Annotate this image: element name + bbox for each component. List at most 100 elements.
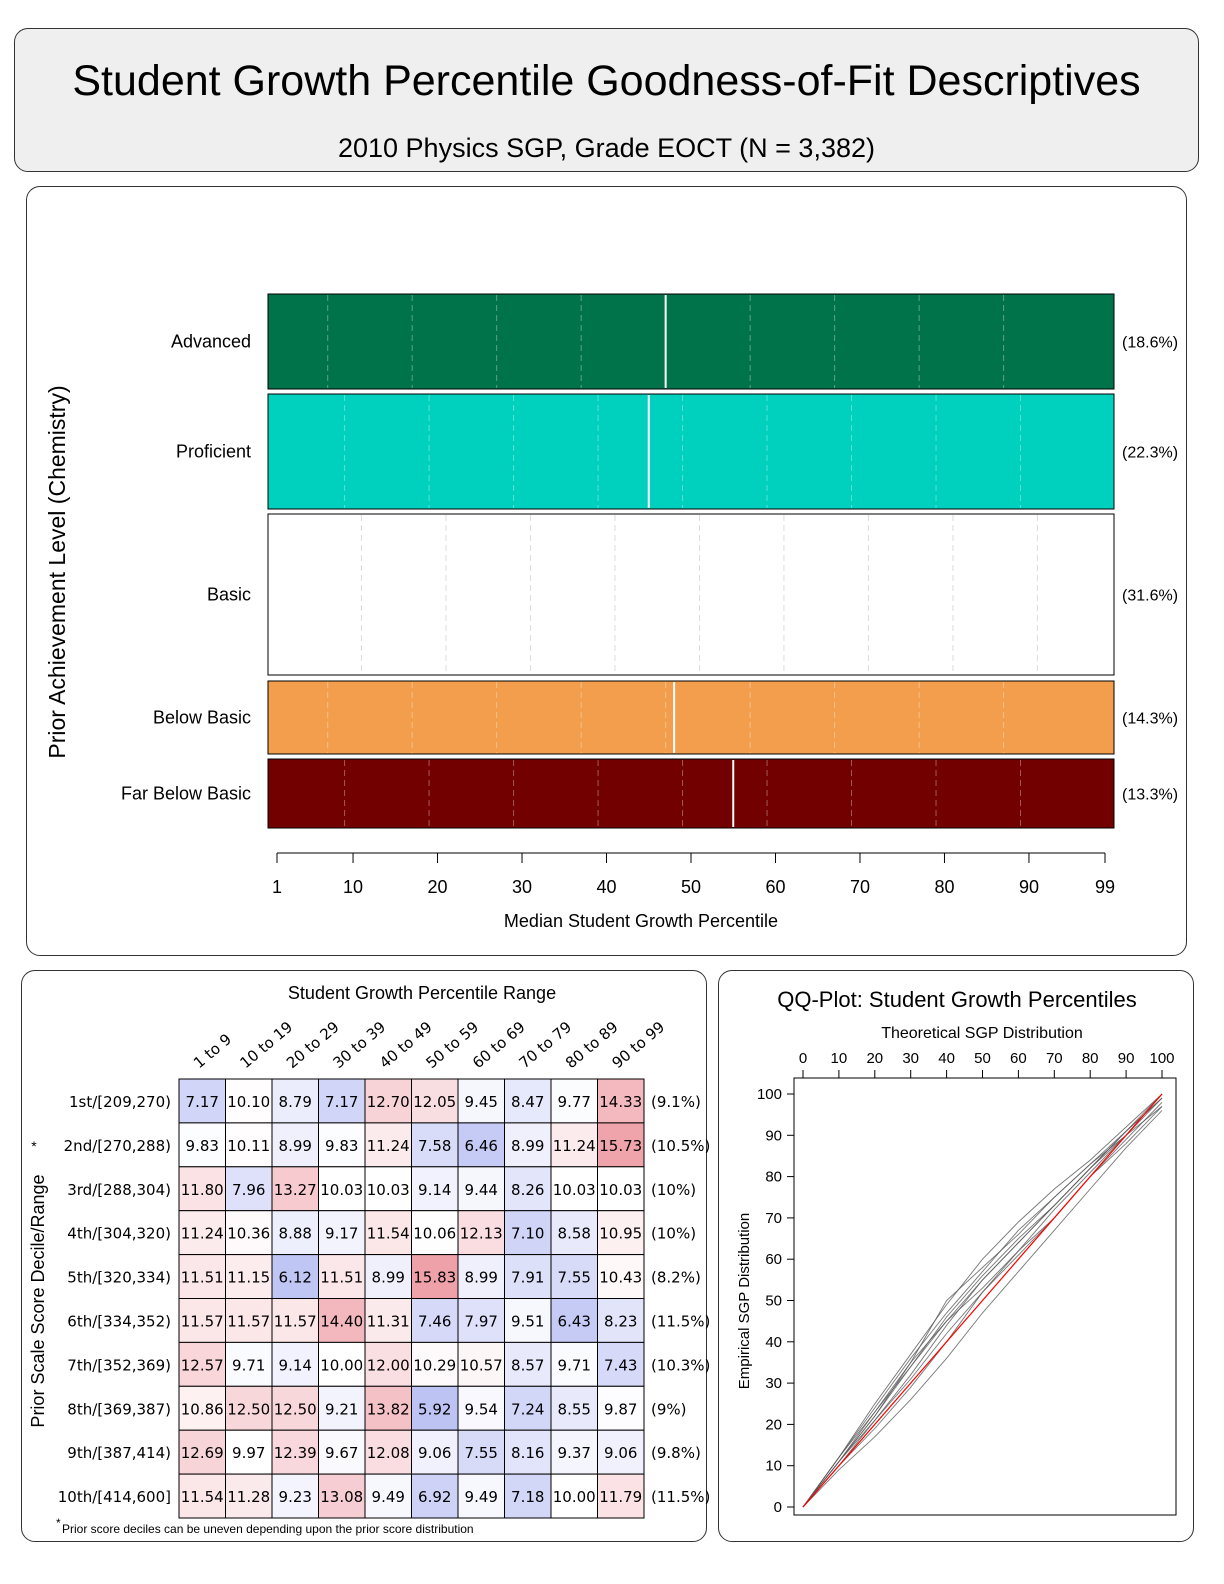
row-label: 6th/[334,352) [67,1312,171,1330]
cell-value: 14.33 [599,1093,642,1111]
heatmap-cell [318,1473,366,1519]
cell-value: 11.24 [181,1225,224,1243]
cell-value: 9.45 [465,1093,498,1111]
cell-value: 9.14 [279,1356,312,1374]
cell-value: 8.26 [511,1181,544,1199]
row-share: (10.3%) [651,1356,710,1374]
cell-value: 8.23 [604,1312,637,1330]
y-axis-title: Empirical SGP Distribution [736,1213,753,1389]
category-label: Basic [207,585,251,605]
cell-value: 7.24 [511,1400,544,1418]
heatmap-cell [597,1210,645,1256]
cell-value: 11.24 [553,1137,596,1155]
qq-series-line [802,1106,1163,1508]
median-sgp-chart: Advanced (18.6%) Proficient (22.3%) Basic (31… [44,293,1178,931]
cell-value: 8.47 [511,1093,544,1111]
heatmap-cell [318,1429,366,1475]
x-tick-label: 40 [938,1050,955,1067]
heatmap-cell [271,1210,319,1256]
row-share: (8.2%) [651,1269,701,1287]
heatmap-cell [364,1473,412,1519]
heatmap-cell [178,1341,226,1387]
cell-value: 12.13 [460,1225,503,1243]
heatmap-cell [271,1078,319,1124]
qq-title: QQ-Plot: Student Growth Percentiles [777,987,1137,1012]
heatmap-cell [597,1385,645,1431]
cell-value: 10.29 [413,1356,456,1374]
x-tick-label: 90 [1118,1050,1135,1067]
x-axis-title: Theoretical SGP Distribution [881,1025,1083,1042]
cell-value: 7.96 [232,1181,265,1199]
heatmap-cell [225,1473,273,1519]
heatmap-cell [271,1429,319,1475]
share-label: (18.6%) [1122,335,1178,352]
row-share: (11.5%) [651,1488,710,1506]
y-tick-label: 50 [765,1293,782,1310]
y-tick-label: 70 [765,1210,782,1227]
qq-series-line [802,1097,1163,1508]
y-tick-label: 0 [774,1499,782,1516]
cell-value: 9.44 [465,1181,498,1199]
bar-5 [267,758,1115,829]
cell-value: 7.43 [604,1356,637,1374]
heatmap-cell [271,1298,319,1343]
title-panel: Student Growth Percentile Goodness-of-Fi… [14,28,1199,172]
cell-value: 9.51 [511,1312,544,1330]
page-subtitle: 2010 Physics SGP, Grade EOCT (N = 3,382) [337,133,875,163]
x-tick-label: 30 [512,877,532,897]
cell-value: 7.97 [465,1312,498,1330]
heatmap-cell [411,1473,459,1519]
cell-value: 12.50 [274,1400,317,1418]
cell-value: 10.00 [320,1356,363,1374]
y-tick-label: 40 [765,1334,782,1351]
x-tick-label: 50 [974,1050,991,1067]
cell-value: 9.06 [418,1444,451,1462]
sgp-range-panel: Student Growth Percentile Range 1 to 9 10 … [21,970,710,1542]
x-tick-label: 60 [1010,1050,1027,1067]
qq-series-line [802,1106,1163,1508]
heatmap-cell [457,1473,505,1519]
heatmap-cell [597,1166,645,1212]
heatmap-cell [364,1429,412,1475]
qq-series-line [802,1101,1163,1508]
heatmap-cell [271,1341,319,1387]
cell-value: 11.28 [227,1488,270,1506]
bar-1 [267,293,1115,390]
row-label: 9th/[387,414) [67,1444,171,1462]
heatmap-cell [364,1078,412,1124]
cell-value: 7.55 [465,1444,498,1462]
cell-value: 6.46 [465,1137,498,1155]
cell-value: 9.97 [232,1444,265,1462]
category-label: Far Below Basic [121,784,251,804]
heatmap-cell [411,1385,459,1431]
x-tick-label: 40 [596,877,616,897]
cell-value: 8.16 [511,1444,544,1462]
cell-value: 7.17 [186,1093,219,1111]
heatmap-cell [411,1078,459,1124]
cell-value: 10.03 [367,1181,410,1199]
row-share: (10%) [651,1225,696,1243]
row-share: (11.5%) [651,1312,710,1330]
cell-value: 6.92 [418,1488,451,1506]
qq-plot-panel: QQ-Plot: Student Growth Percentiles Theor… [718,970,1194,1542]
cell-value: 11.51 [181,1269,224,1287]
x-tick-label: 60 [765,877,785,897]
heatmap-cell [504,1341,552,1387]
heatmap-cell [550,1429,598,1475]
x-axis-title: Median Student Growth Percentile [504,911,778,931]
cell-value: 9.17 [325,1225,358,1243]
cell-value: 11.57 [274,1312,317,1330]
cell-value: 10.43 [599,1269,642,1287]
cell-value: 12.69 [181,1444,224,1462]
heatmap-cell [597,1298,645,1343]
cell-value: 10.06 [413,1225,456,1243]
cell-value: 12.50 [227,1400,270,1418]
cell-value: 14.40 [320,1312,363,1330]
cell-value: 5.92 [418,1400,451,1418]
cell-value: 11.54 [181,1488,224,1506]
y-tick-label: 10 [765,1458,782,1475]
cell-value: 10.11 [227,1137,270,1155]
x-tick-label: 100 [1149,1050,1174,1067]
cell-value: 7.91 [511,1269,544,1287]
heatmap-cell [225,1341,273,1387]
